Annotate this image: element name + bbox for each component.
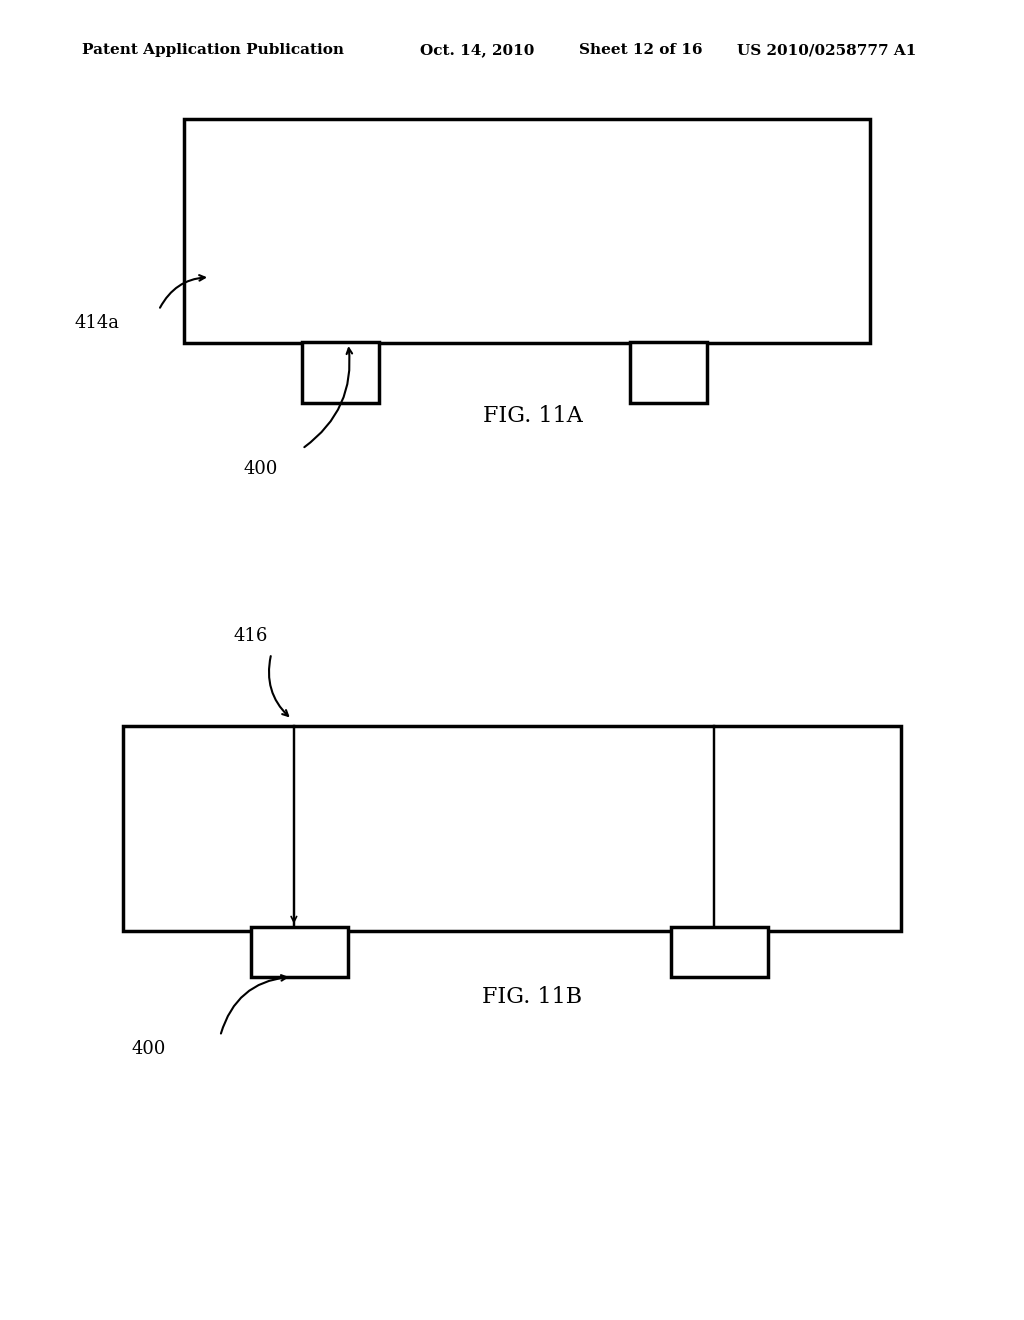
Text: Patent Application Publication: Patent Application Publication (82, 44, 344, 57)
FancyBboxPatch shape (630, 342, 707, 403)
FancyBboxPatch shape (123, 726, 901, 931)
Text: 414a: 414a (75, 314, 120, 333)
Text: Oct. 14, 2010: Oct. 14, 2010 (420, 44, 535, 57)
Text: Sheet 12 of 16: Sheet 12 of 16 (579, 44, 702, 57)
Text: 400: 400 (244, 459, 279, 478)
FancyBboxPatch shape (671, 927, 768, 977)
Text: FIG. 11A: FIG. 11A (482, 405, 583, 426)
Text: 416: 416 (233, 627, 268, 645)
Text: US 2010/0258777 A1: US 2010/0258777 A1 (737, 44, 916, 57)
FancyBboxPatch shape (302, 342, 379, 403)
Text: FIG. 11B: FIG. 11B (482, 986, 583, 1007)
FancyBboxPatch shape (184, 119, 870, 343)
FancyBboxPatch shape (251, 927, 348, 977)
Text: 400: 400 (131, 1040, 166, 1059)
